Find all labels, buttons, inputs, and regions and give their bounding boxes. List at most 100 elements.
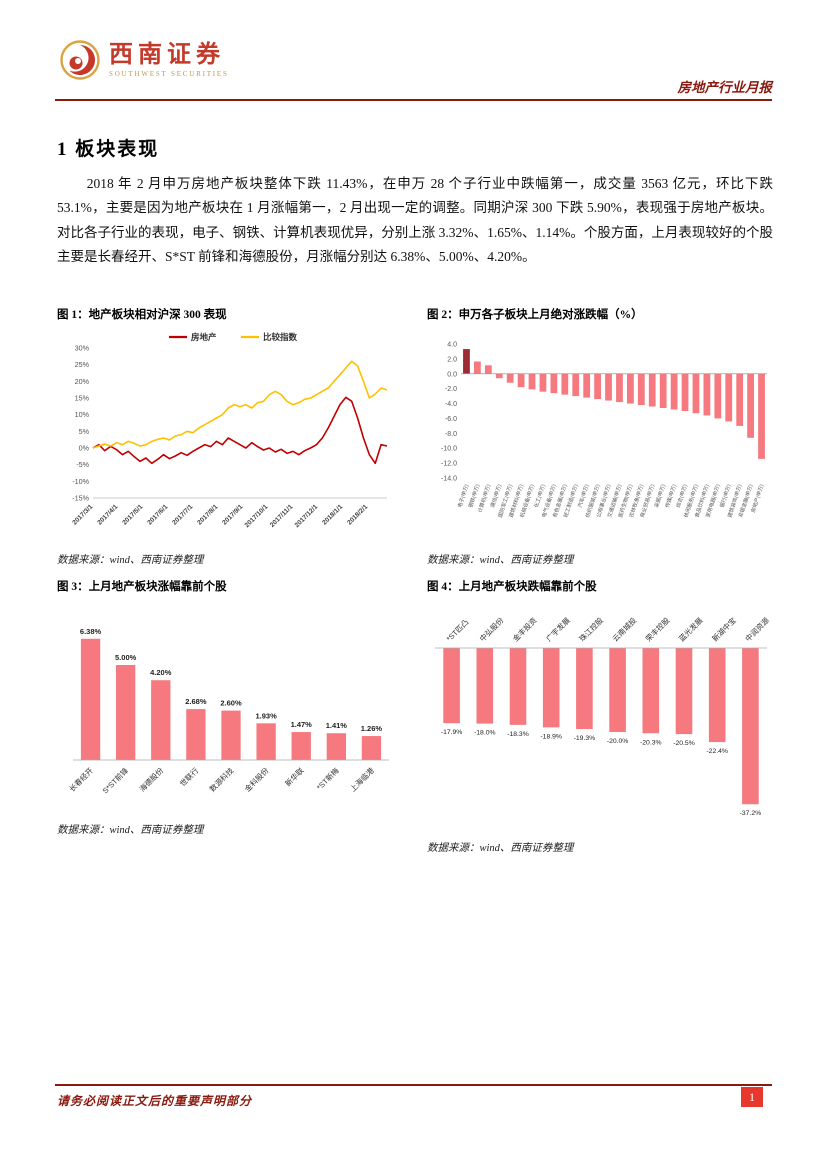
figure-1-line-chart: 房地产 比较指数30%25%20%15%10%5%0%-5%-10%-15%201… (71, 332, 388, 529)
footer-disclaimer: 请务必阅读正文后的重要声明部分 (57, 1094, 253, 1108)
svg-text:-22.4%: -22.4% (706, 748, 728, 755)
svg-text:-20.0%: -20.0% (607, 738, 629, 745)
svg-text:2017/5/1: 2017/5/1 (121, 503, 144, 526)
svg-text:S*ST前锋: S*ST前锋 (100, 765, 130, 795)
figure-3-source: 数据来源：wind、西南证券整理 (57, 825, 204, 836)
svg-text:6.38%: 6.38% (80, 627, 102, 636)
svg-text:-10%: -10% (72, 477, 89, 486)
svg-text:2017/10/1: 2017/10/1 (244, 503, 270, 529)
page-number-badge: 1 (741, 1087, 763, 1107)
figure-4: 图 4：上月地产板块跌幅靠前个股 -17.9% *ST匹凸 -18.0% 中弘股份 -1… (427, 578, 773, 855)
company-logo: 西南证券 SOUTHWEST SECURITIES (60, 40, 229, 80)
svg-text:-4.0: -4.0 (445, 401, 457, 408)
section-title: 1 板块表现 (57, 139, 160, 160)
svg-text:*ST匹凸: *ST匹凸 (445, 618, 471, 644)
svg-text:-20.5%: -20.5% (673, 740, 695, 747)
svg-text:2.68%: 2.68% (185, 697, 207, 706)
svg-text:-14.0: -14.0 (441, 476, 457, 483)
figure-3-bar-chart: 6.38% 长春经开 5.00% S*ST前锋 4.20% 海德股份 2.68% 世联行 2.6… (67, 627, 389, 795)
svg-text:15%: 15% (75, 394, 90, 403)
header-rule (55, 99, 772, 101)
svg-text:-18.9%: -18.9% (540, 733, 562, 740)
svg-text:2017/4/1: 2017/4/1 (96, 503, 119, 526)
svg-text:-18.3%: -18.3% (507, 731, 529, 738)
svg-text:房地产: 房地产 (191, 332, 217, 342)
svg-text:-19.3%: -19.3% (574, 735, 596, 742)
svg-text:*ST新梅: *ST新梅 (314, 765, 341, 792)
svg-text:荣丰控股: 荣丰控股 (643, 615, 672, 644)
svg-text:新华联: 新华联 (283, 765, 306, 788)
figure-4-title: 图 4：上月地产板块跌幅靠前个股 (427, 581, 597, 593)
svg-text:1.41%: 1.41% (326, 721, 348, 730)
svg-text:数源科技: 数源科技 (207, 765, 236, 794)
logo-company-name-en: SOUTHWEST SECURITIES (109, 70, 229, 79)
svg-text:0.0: 0.0 (447, 371, 457, 378)
svg-text:广宇发展: 广宇发展 (544, 615, 573, 644)
figure-3: 图 3：上月地产板块涨幅靠前个股 6.38% 长春经开 5.00% S*ST前锋 4.2… (57, 578, 395, 837)
svg-text:珠江控股: 珠江控股 (577, 615, 606, 644)
body-paragraph: 2018 年 2 月申万房地产板块整体下跌 11.43%，在申万 28 个子行业… (57, 176, 773, 264)
svg-text:2017/3/1: 2017/3/1 (71, 503, 94, 526)
svg-text:世联行: 世联行 (177, 765, 200, 788)
svg-text:10%: 10% (75, 410, 90, 419)
svg-text:-17.9%: -17.9% (441, 729, 463, 736)
svg-text:-2.0: -2.0 (445, 386, 457, 393)
svg-text:2018/2/1: 2018/2/1 (346, 503, 369, 526)
svg-text:4.0: 4.0 (447, 342, 457, 349)
svg-text:2.0: 2.0 (447, 356, 457, 363)
svg-text:5%: 5% (79, 427, 90, 436)
svg-text:2017/9/1: 2017/9/1 (221, 503, 244, 526)
logo-text: 西南证券 SOUTHWEST SECURITIES (109, 42, 229, 78)
svg-text:25%: 25% (75, 360, 90, 369)
figure-1: 图 1：地产板块相对沪深 300 表现 房地产 比较指数 30% 25% 20% 15% 1… (57, 306, 395, 567)
svg-text:长春经开: 长春经开 (67, 765, 96, 794)
svg-text:-12.0: -12.0 (441, 461, 457, 468)
svg-text:蓝光发展: 蓝光发展 (676, 615, 705, 644)
svg-text:-5%: -5% (76, 460, 89, 469)
svg-text:2017/8/1: 2017/8/1 (196, 503, 219, 526)
svg-text:-8.0: -8.0 (445, 431, 457, 438)
footer-rule (55, 1084, 772, 1086)
figure-2-source: 数据来源：wind、西南证券整理 (427, 555, 574, 566)
figure-1-title: 图 1：地产板块相对沪深 300 表现 (57, 309, 227, 321)
svg-text:海德股份: 海德股份 (137, 765, 166, 794)
svg-text:-37.2%: -37.2% (740, 810, 762, 817)
svg-text:20%: 20% (75, 377, 90, 386)
svg-text:2017/7/1: 2017/7/1 (171, 503, 194, 526)
logo-company-name: 西南证券 (109, 41, 225, 68)
svg-text:比较指数: 比较指数 (263, 332, 298, 342)
svg-text:-20.3%: -20.3% (640, 739, 662, 746)
svg-text:1.47%: 1.47% (291, 720, 313, 729)
svg-text:中弘股份: 中弘股份 (477, 615, 506, 644)
svg-text:2017/12/1: 2017/12/1 (294, 503, 320, 529)
svg-text:2017/11/1: 2017/11/1 (269, 503, 295, 529)
svg-text:1.26%: 1.26% (361, 724, 383, 733)
svg-text:1.93%: 1.93% (255, 711, 277, 720)
figure-2-title: 图 2：申万各子板块上月绝对涨跌幅（%） (427, 309, 643, 321)
figure-4-bar-chart: -17.9% *ST匹凸 -18.0% 中弘股份 -18.3% 金丰投资 -18.9% 广宇发… (435, 615, 772, 817)
svg-text:上海临港: 上海临港 (348, 765, 377, 794)
figure-2-bar-chart: 4.0 2.0 0.0 -2.0 -4.0 -6.0 -8.0 -10.0 -12.0 -14.0… (441, 342, 767, 519)
svg-text:2.60%: 2.60% (220, 699, 242, 708)
svg-text:30%: 30% (75, 344, 90, 353)
svg-text:新湖中宝: 新湖中宝 (710, 615, 739, 644)
figure-3-title: 图 3：上月地产板块涨幅靠前个股 (57, 581, 227, 593)
svg-text:4.20%: 4.20% (150, 668, 172, 677)
svg-text:2017/6/1: 2017/6/1 (146, 503, 169, 526)
svg-text:金丰投资: 金丰投资 (510, 615, 539, 644)
svg-text:5.00%: 5.00% (115, 653, 137, 662)
figure-1-source: 数据来源：wind、西南证券整理 (57, 555, 204, 566)
svg-text:0%: 0% (79, 444, 90, 453)
logo-emblem-icon (60, 40, 100, 80)
svg-text:云南城投: 云南城投 (610, 615, 639, 644)
figure-4-source: 数据来源：wind、西南证券整理 (427, 843, 574, 854)
svg-text:-10.0: -10.0 (441, 446, 457, 453)
svg-text:-18.0%: -18.0% (474, 730, 496, 737)
figure-2: 图 2：申万各子板块上月绝对涨跌幅（%） 4.0 2.0 0.0 -2.0 -4.0 -6… (427, 306, 773, 567)
svg-text:2018/1/1: 2018/1/1 (321, 503, 344, 526)
svg-text:-6.0: -6.0 (445, 416, 457, 423)
svg-text:金科股份: 金科股份 (242, 765, 271, 794)
svg-text:中润资源: 中润资源 (743, 615, 772, 644)
report-title: 房地产行业月报 (677, 80, 773, 95)
